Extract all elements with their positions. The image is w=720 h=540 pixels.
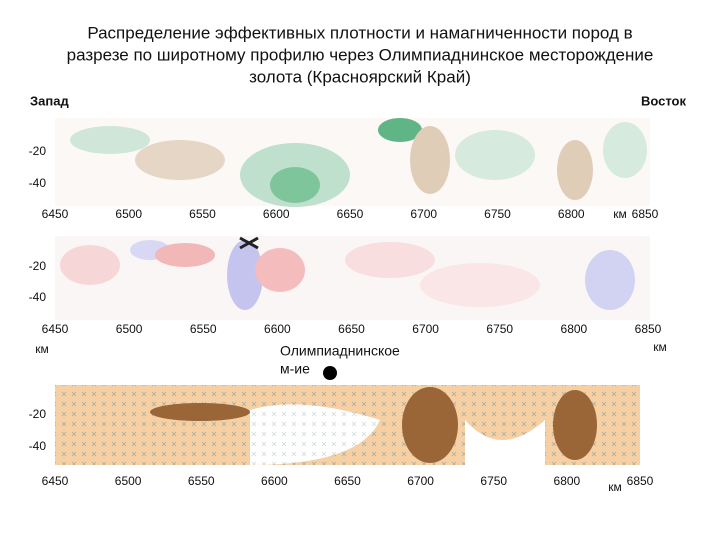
x-tick-label: 6550 bbox=[188, 474, 215, 488]
east-label: Восток bbox=[641, 93, 687, 108]
x-tick-label: 6550 bbox=[190, 322, 217, 336]
unit-label: км bbox=[653, 340, 667, 354]
title-line: золота (Красноярский Край) bbox=[249, 67, 471, 86]
y-tick-label: -20 bbox=[29, 259, 47, 273]
unit-label: км bbox=[608, 480, 622, 494]
x-tick-label: 6800 bbox=[558, 207, 585, 221]
x-tick-label: 6700 bbox=[412, 322, 439, 336]
x-tick-label: 6600 bbox=[264, 322, 291, 336]
deposit-label: Олимпиаднинское bbox=[280, 343, 400, 359]
x-tick-label: 6850 bbox=[635, 322, 662, 336]
x-tick-label: 6700 bbox=[407, 474, 434, 488]
x-tick-label: 6500 bbox=[115, 474, 142, 488]
magnetization-section bbox=[55, 236, 650, 320]
density-section bbox=[55, 118, 650, 207]
deposit-marker bbox=[323, 366, 337, 380]
x-tick-label: 6500 bbox=[116, 322, 143, 336]
x-tick-label: 6750 bbox=[484, 207, 511, 221]
x-tick-label: 6650 bbox=[338, 322, 365, 336]
unit-label: км bbox=[35, 342, 49, 356]
y-tick-label: -40 bbox=[29, 290, 47, 304]
deposit-label: м-ие bbox=[280, 361, 310, 377]
x-tick-label: 6750 bbox=[480, 474, 507, 488]
y-tick-label: -20 bbox=[29, 144, 47, 158]
x-tick-label: 6850 bbox=[632, 207, 659, 221]
west-label: Запад bbox=[30, 93, 69, 108]
x-tick-label: 6500 bbox=[115, 207, 142, 221]
x-tick-label: 6850 bbox=[627, 474, 654, 488]
x-tick-label: 6800 bbox=[561, 322, 588, 336]
x-tick-label: 6600 bbox=[261, 474, 288, 488]
x-tick-label: 6800 bbox=[554, 474, 581, 488]
y-tick-label: -20 bbox=[29, 407, 47, 421]
x-tick-label: 6550 bbox=[189, 207, 216, 221]
y-tick-label: -40 bbox=[29, 439, 47, 453]
rock-section bbox=[55, 385, 640, 465]
x-tick-label: 6600 bbox=[263, 207, 290, 221]
y-tick-label: -40 bbox=[29, 176, 47, 190]
x-tick-label: 6750 bbox=[486, 322, 513, 336]
x-tick-label: 6450 bbox=[42, 322, 69, 336]
title-line: Распределение эффективных плотности и на… bbox=[87, 23, 632, 42]
x-tick-label: 6650 bbox=[334, 474, 361, 488]
unit-label: км bbox=[613, 207, 627, 221]
x-tick-label: 6450 bbox=[42, 474, 69, 488]
x-tick-label: 6450 bbox=[42, 207, 69, 221]
x-tick-label: 6700 bbox=[410, 207, 437, 221]
x-tick-label: 6650 bbox=[337, 207, 364, 221]
title-line: разрезе по широтному профилю через Олимп… bbox=[67, 45, 654, 64]
